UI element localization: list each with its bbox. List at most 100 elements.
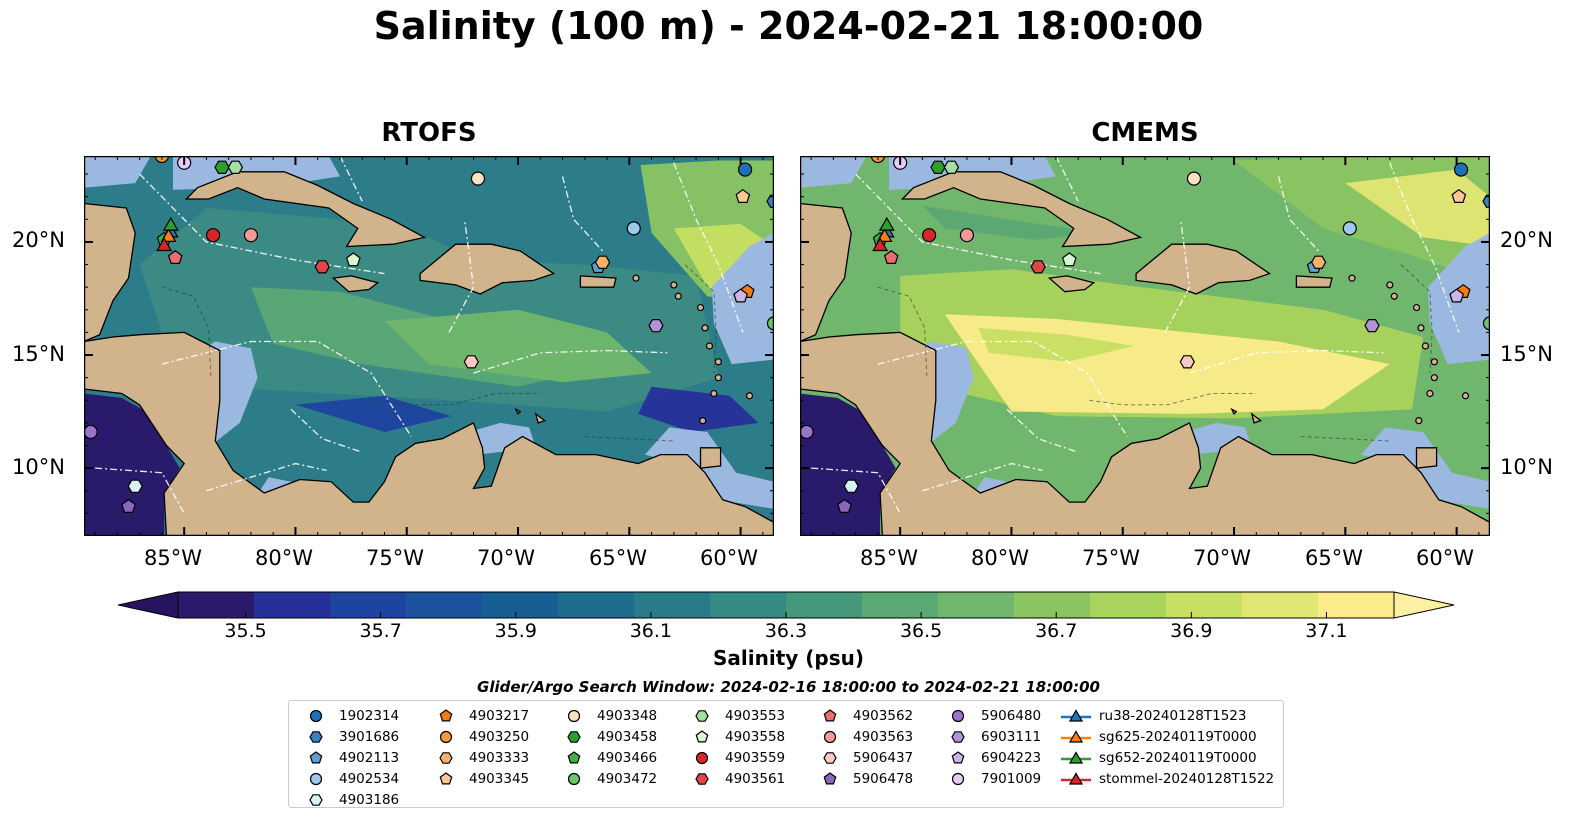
legend-entry-label: 4903472 <box>597 770 658 787</box>
legend-entry-label: 4903250 <box>469 728 530 745</box>
float-marker-4903458 <box>214 160 230 174</box>
legend-entry: 5906480 <box>941 705 1041 726</box>
legend-entry: 7901009 <box>941 768 1041 789</box>
colorbar-segment <box>1242 592 1319 618</box>
panel-title-rtofs: RTOFS <box>381 118 477 148</box>
legend-entry: 5906478 <box>813 768 913 789</box>
legend-entry: 4903250 <box>429 726 529 747</box>
legend-entry: 6904223 <box>941 747 1041 768</box>
salinity-patch <box>978 327 1134 362</box>
eez-line <box>877 340 1128 437</box>
eez-line <box>448 219 475 333</box>
map-frame <box>800 156 1490 536</box>
legend-entry-label: 4902534 <box>339 770 400 787</box>
legend-entry-label: 7901009 <box>981 770 1042 787</box>
landmasses <box>84 156 774 536</box>
land <box>1415 447 1438 469</box>
legend-marker-icon <box>1061 771 1091 785</box>
eez-line <box>1055 156 1079 202</box>
legend-entry-label: 4903559 <box>725 749 786 766</box>
eez-boundaries <box>811 156 1460 514</box>
legend-marker-icon <box>823 730 837 743</box>
lon-label-80w-right: 80°W <box>971 546 1029 570</box>
contour-line <box>1089 393 1257 406</box>
search-window-title: Glider/Argo Search Window: 2024-02-16 18… <box>477 678 1100 696</box>
eez-line <box>290 408 363 453</box>
map-content <box>800 156 1490 536</box>
legend-entry-label: 4903333 <box>469 749 530 766</box>
legend-entry-label: 3901686 <box>339 728 400 745</box>
legend-column: 4903217 4903250 4903333 4903345 <box>429 705 529 789</box>
float-marker-4903559 <box>205 228 221 243</box>
legend-entry-label: 1902314 <box>339 707 400 724</box>
colorbar-segment <box>634 592 711 618</box>
legend-marker-icon <box>695 751 709 764</box>
float-marker-5906478 <box>837 498 852 513</box>
float-marker-4903558 <box>1061 252 1077 267</box>
colorbar-segment <box>862 592 939 618</box>
glider-marker-sg652-20240119T0000 <box>162 216 179 231</box>
legend-entry: 4903553 <box>685 705 785 726</box>
colorbar-segment <box>1166 592 1243 618</box>
legend-marker-icon <box>439 708 453 721</box>
island <box>745 392 754 400</box>
land <box>534 412 547 424</box>
legend-entry: 4903186 <box>299 789 399 810</box>
argo-float-markers <box>84 156 774 513</box>
float-marker-4903558 <box>345 252 361 267</box>
glider-marker-sg625-20240119T0000 <box>160 228 177 242</box>
colorbar-tick-label: 35.5 <box>224 620 267 642</box>
legend-entry-label: 5906478 <box>853 770 914 787</box>
land <box>1230 407 1238 416</box>
legend-entry: 4902534 <box>299 768 399 789</box>
float-marker-6904223 <box>1449 288 1465 303</box>
land <box>184 171 427 248</box>
lon-label-60w-left: 60°W <box>700 546 758 570</box>
colorbar-segment <box>938 592 1015 618</box>
land <box>1295 275 1333 288</box>
float-marker-4903562 <box>883 250 899 264</box>
colorbar-tick-label: 36.5 <box>899 620 943 642</box>
shelf-area <box>1360 427 1490 509</box>
pacific-deep-water <box>800 393 896 536</box>
legend-marker-icon <box>695 772 709 785</box>
lon-label-65w-left: 65°W <box>589 546 647 570</box>
colorbar-segment <box>406 592 483 618</box>
island <box>1430 358 1438 366</box>
legend-entry: 4903466 <box>557 747 657 768</box>
colorbar-over-extension <box>1393 591 1454 619</box>
figure-title: Salinity (100 m) - 2024-02-21 18:00:00 <box>373 4 1204 48</box>
colorbar <box>118 591 1454 619</box>
colorbar-tick-label: 35.7 <box>359 620 402 642</box>
colorbar-segment <box>558 592 635 618</box>
depth-contours <box>161 264 717 442</box>
eez-boundaries <box>95 156 744 514</box>
lon-label-75w-left: 75°W <box>366 546 424 570</box>
colorbar-tick-label: 36.3 <box>764 620 808 642</box>
legend-marker-icon <box>309 772 323 785</box>
legend-marker-icon <box>567 730 581 743</box>
float-marker-4903333 <box>1310 255 1327 269</box>
island <box>1430 374 1438 382</box>
eez-line <box>811 467 901 514</box>
float-marker-3901686 <box>766 194 774 208</box>
legend-marker-icon <box>695 709 709 722</box>
legend-entry-label: sg652-20240119T0000 <box>1099 749 1257 766</box>
glider-markers <box>156 216 179 252</box>
map-frame <box>84 156 774 536</box>
float-marker-6904223 <box>733 288 749 303</box>
island <box>699 417 707 425</box>
legend-marker-icon <box>951 709 965 722</box>
landmasses <box>800 156 1490 536</box>
eez-line <box>1164 219 1191 333</box>
panel-title-cmems: CMEMS <box>1091 118 1199 148</box>
legend-marker-icon <box>309 709 323 722</box>
island <box>1417 324 1425 332</box>
glider-marker-sg625-20240119T0000 <box>876 228 893 242</box>
colorbar-segment <box>1318 592 1395 618</box>
shelf-area <box>644 427 774 509</box>
legend-entry-label: 4903466 <box>597 749 658 766</box>
legend-entry-label: 4903562 <box>853 707 914 724</box>
lesser-antilles <box>1348 274 1470 425</box>
colorbar-segment <box>482 592 559 618</box>
